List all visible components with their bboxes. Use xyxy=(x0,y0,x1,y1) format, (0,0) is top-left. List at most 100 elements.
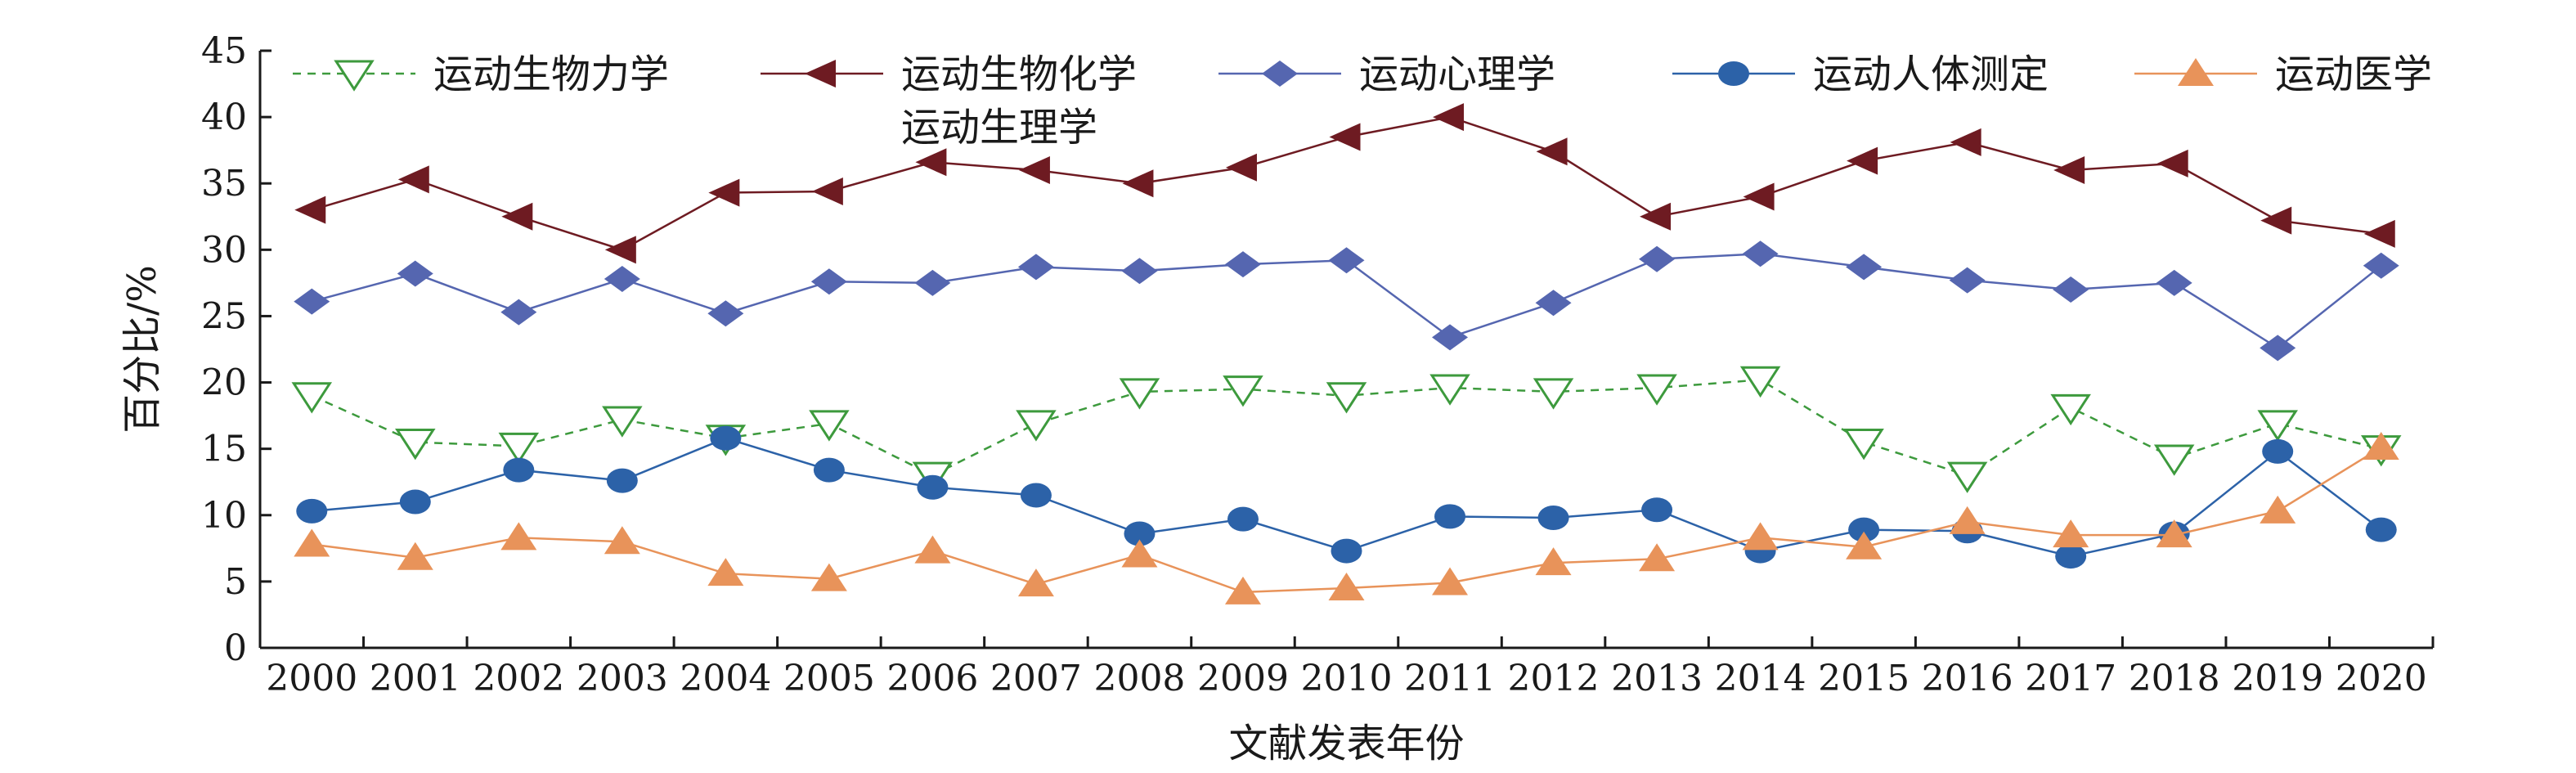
series-1-point xyxy=(809,410,850,442)
series-5-point xyxy=(2260,495,2296,524)
series-2-point xyxy=(1640,202,1672,231)
series-1-point xyxy=(291,382,333,414)
legend-marker xyxy=(805,60,836,88)
legend-label: 运动生物化学 xyxy=(901,52,1137,97)
legend-item-5: 运动医学 xyxy=(2134,52,2432,97)
x-axis-ticks: 2000 2001 2002 2003 2004 2005 2006 2007 2008 2009… xyxy=(258,636,2435,699)
series-3-point xyxy=(397,260,433,287)
series-2-point xyxy=(1950,128,1981,156)
series-5-point xyxy=(1949,506,1986,534)
x-tick-label: 2015 xyxy=(1818,658,1910,699)
series-1-point xyxy=(1533,378,1574,410)
series-3-point xyxy=(1432,324,1469,351)
series-1-point xyxy=(1429,374,1470,406)
legend-item-2: 运动生物化学 xyxy=(761,52,1137,97)
x-axis-title: 文献发表年份 xyxy=(1228,721,1464,766)
y-tick-label: 45 xyxy=(201,30,247,72)
series-5-point xyxy=(500,522,537,551)
series-4-point xyxy=(1434,504,1466,529)
series-5-point xyxy=(604,526,640,555)
x-tick-label: 2018 xyxy=(2129,658,2220,699)
series-2-point xyxy=(501,202,533,231)
x-tick-label: 2011 xyxy=(1404,658,1496,699)
y-tick-label: 25 xyxy=(201,295,247,337)
series-3-point xyxy=(810,268,847,295)
x-tick-label: 2014 xyxy=(1715,658,1806,699)
series-5-point xyxy=(1639,543,1676,572)
series-4-point xyxy=(1331,538,1362,564)
legend-item-3: 运动心理学 xyxy=(1218,52,1555,97)
series-5-point xyxy=(1328,573,1365,600)
y-tick-label: 35 xyxy=(201,163,247,204)
y-tick-label: 30 xyxy=(201,229,247,271)
series-4-point xyxy=(1848,517,1880,542)
x-tick-label: 2020 xyxy=(2336,658,2427,699)
series-4-point xyxy=(710,425,742,451)
series-2-point xyxy=(811,177,843,205)
series-3-point xyxy=(1846,254,1883,281)
series-3 xyxy=(294,240,2399,362)
legend-extra-label: 运动生理学 xyxy=(901,105,1097,151)
series-4-point xyxy=(813,457,845,483)
series-2-point xyxy=(1225,153,1257,182)
series-5-point xyxy=(2156,519,2192,548)
y-tick-label: 15 xyxy=(201,429,247,470)
series-2-point xyxy=(1433,103,1465,132)
series-2-point xyxy=(604,236,636,264)
series-1-point xyxy=(1119,378,1160,410)
chart-axes xyxy=(258,51,2433,649)
series-2-point xyxy=(2260,206,2292,235)
series-2-point xyxy=(1536,137,1568,166)
series-5-point xyxy=(914,535,951,564)
x-tick-label: 2000 xyxy=(266,658,357,699)
series-5-point xyxy=(2363,432,2399,461)
legend-item-1: 运动生物力学 xyxy=(293,52,669,97)
x-tick-label: 2005 xyxy=(783,658,875,699)
series-1-point xyxy=(1739,366,1781,398)
series-3-point xyxy=(1121,258,1158,285)
series-1-point xyxy=(1636,374,1677,406)
series-1-point xyxy=(2153,444,2195,476)
series-1 xyxy=(291,366,2402,493)
series-1-point xyxy=(1016,410,1057,442)
x-tick-label: 2002 xyxy=(473,658,564,699)
legend-label: 运动心理学 xyxy=(1359,52,1555,97)
series-4-point xyxy=(917,474,949,500)
series-2-point xyxy=(1743,182,1775,211)
series-1-point xyxy=(395,429,436,461)
series-5-point xyxy=(1432,567,1469,595)
series-1-point xyxy=(1326,382,1367,414)
series-3-point xyxy=(604,266,640,293)
series-3-point xyxy=(1224,251,1261,278)
x-tick-label: 2009 xyxy=(1197,658,1289,699)
x-tick-label: 2016 xyxy=(1922,658,2013,699)
legend-marker xyxy=(1262,61,1298,87)
y-tick-label: 20 xyxy=(201,362,247,404)
x-tick-label: 2001 xyxy=(370,658,461,699)
series-5 xyxy=(294,432,2399,604)
series-4-point xyxy=(1227,506,1259,532)
series-3-point xyxy=(500,299,537,326)
series-2-point xyxy=(1018,156,1050,184)
series-5-point xyxy=(294,528,330,557)
series-1-point xyxy=(1946,461,1988,493)
series-3-point xyxy=(2260,335,2296,362)
series-5-point xyxy=(1224,576,1261,604)
series-1-point xyxy=(1223,375,1263,407)
legend-item-4: 运动人体测定 xyxy=(1672,52,2049,97)
series-2-point xyxy=(2363,219,2395,248)
series-5-point xyxy=(1121,539,1158,568)
series-4-point xyxy=(1641,497,1673,523)
series-1-point xyxy=(2050,393,2091,426)
series-5-point xyxy=(1535,547,1572,576)
series-2-point xyxy=(1329,123,1361,151)
series-5-point xyxy=(810,563,847,591)
x-tick-label: 2012 xyxy=(1508,658,1600,699)
series-3-point xyxy=(707,300,744,327)
series-4-point xyxy=(606,468,638,493)
series-4-point xyxy=(1124,521,1156,546)
series-1-point xyxy=(1843,429,1884,461)
legend: 运动生物力学 运动生物化学 运动心理学 运动人体测定 运动医学 xyxy=(293,52,2432,97)
y-tick-label: 40 xyxy=(201,97,247,138)
series-4 xyxy=(296,425,2397,569)
